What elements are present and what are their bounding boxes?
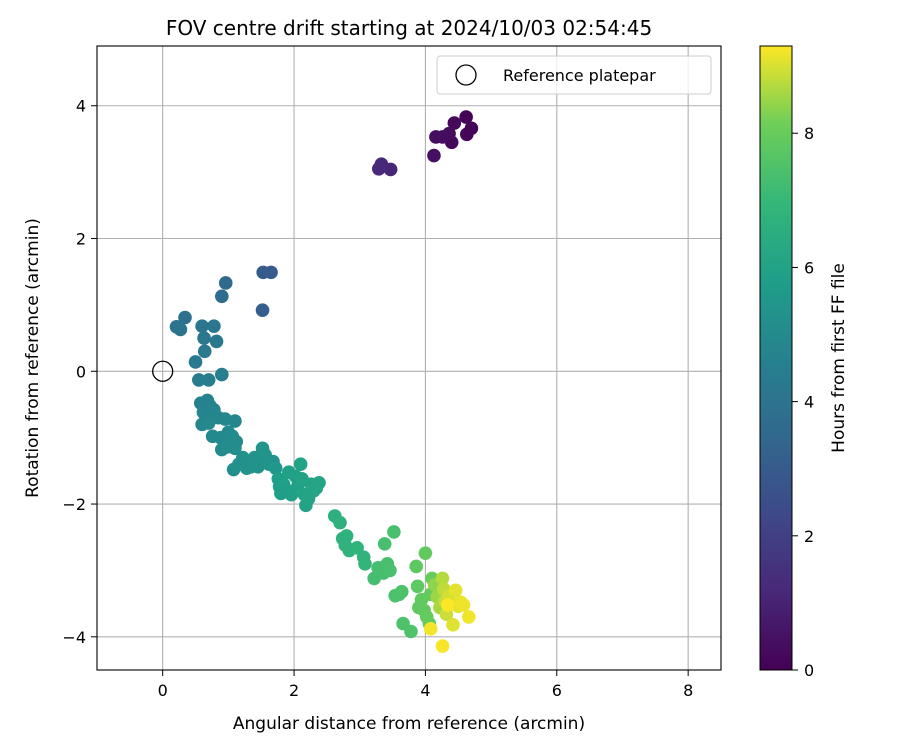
data-point <box>358 556 372 571</box>
y-tick-label: −2 <box>62 495 86 514</box>
data-point <box>201 416 216 430</box>
data-point <box>312 476 326 490</box>
data-point <box>387 525 401 539</box>
data-point <box>268 461 283 475</box>
data-point <box>251 460 265 474</box>
data-point <box>423 622 438 636</box>
data-point <box>394 584 409 599</box>
plot-frame <box>96 45 722 671</box>
colorbar-tick-label: 8 <box>804 124 814 143</box>
data-point <box>435 571 450 586</box>
data-point <box>195 319 209 333</box>
data-point <box>446 618 460 632</box>
data-point <box>409 559 424 574</box>
colorbar-tick-label: 6 <box>804 258 814 277</box>
data-point <box>228 441 242 456</box>
y-tick-label: −4 <box>62 628 86 647</box>
x-tick-label: 8 <box>683 681 693 700</box>
chart-title: FOV centre drift starting at 2024/10/03 … <box>166 16 652 40</box>
y-tick-label: 2 <box>76 230 86 249</box>
data-point <box>404 624 418 639</box>
x-tick-label: 2 <box>289 681 299 700</box>
x-tick-label: 4 <box>420 681 430 700</box>
data-point <box>440 598 455 612</box>
legend-label: Reference platepar <box>503 66 656 85</box>
data-point <box>201 373 216 387</box>
legend: Reference platepar <box>436 55 712 95</box>
data-point <box>460 127 474 142</box>
data-point <box>293 457 308 472</box>
colorbar-ticks: 0 2 4 6 8 <box>792 124 814 680</box>
y-tick-label: 4 <box>76 97 86 116</box>
data-point <box>418 546 433 560</box>
data-point <box>256 265 270 280</box>
data-point <box>197 344 212 359</box>
data-point <box>192 373 206 387</box>
y-tick-label: 0 <box>76 362 86 381</box>
colorbar-tick-label: 4 <box>804 393 814 412</box>
data-point <box>197 331 211 345</box>
data-point <box>410 579 425 594</box>
data-point <box>448 583 463 598</box>
y-axis-label: Rotation from reference (arcmin) <box>23 218 43 498</box>
data-point <box>333 515 347 530</box>
data-point <box>255 303 270 318</box>
data-point <box>456 598 471 612</box>
data-point <box>228 414 242 428</box>
x-axis-label: Angular distance from reference (arcmin) <box>233 714 585 734</box>
data-point <box>459 110 473 124</box>
data-point <box>209 334 224 349</box>
data-point <box>218 276 233 290</box>
reference-platepar-marker <box>152 360 174 382</box>
colorbar-gradient <box>759 45 793 671</box>
data-point <box>383 563 397 578</box>
data-point <box>239 461 254 475</box>
x-tick-label: 0 <box>158 681 168 700</box>
legend-box <box>436 55 712 95</box>
reference-marker <box>152 360 174 382</box>
colorbar: 0 2 4 6 8 Hours from first FF file <box>759 45 849 680</box>
y-axis-ticks: −4 −2 0 2 4 <box>62 97 97 647</box>
data-point <box>207 319 221 333</box>
data-point <box>371 162 386 176</box>
data-point <box>178 310 192 325</box>
data-point <box>215 289 229 304</box>
colorbar-label: Hours from first FF file <box>829 263 849 453</box>
data-point <box>215 367 229 382</box>
points <box>169 110 479 653</box>
data-point <box>447 116 462 130</box>
colorbar-tick-label: 0 <box>804 661 814 680</box>
data-point <box>173 322 188 337</box>
colorbar-tick-label: 2 <box>804 527 814 546</box>
data-point <box>435 639 450 653</box>
legend-marker <box>455 64 477 86</box>
data-point <box>427 148 441 163</box>
x-tick-label: 6 <box>552 681 562 700</box>
data-point <box>188 355 203 369</box>
data-point <box>429 130 443 144</box>
data-point <box>461 610 476 624</box>
data-point <box>377 537 392 551</box>
x-axis-ticks: 0 2 4 6 8 <box>158 670 693 700</box>
